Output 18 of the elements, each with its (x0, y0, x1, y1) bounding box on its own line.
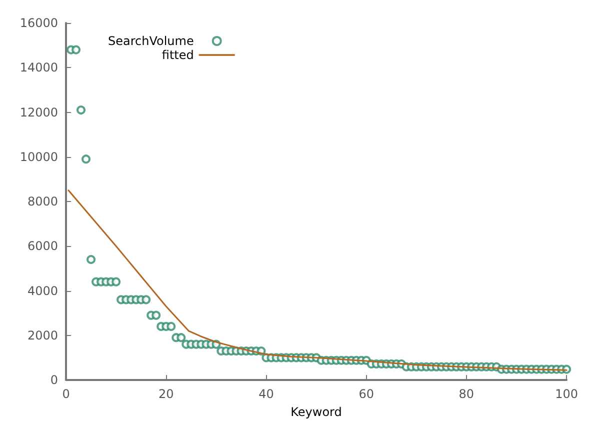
y-tick-label: 10000 (20, 150, 58, 164)
x-tick-label: 0 (62, 387, 70, 401)
legend-label: SearchVolume (108, 34, 194, 48)
y-tick-label: 8000 (27, 194, 58, 208)
y-tick-label: 2000 (27, 328, 58, 342)
x-axis-title: Keyword (290, 405, 342, 419)
x-tick-label: 100 (555, 387, 578, 401)
y-tick-label: 12000 (20, 105, 58, 120)
y-tick-label: 6000 (27, 239, 58, 254)
x-tick-label: 20 (158, 387, 174, 401)
x-tick-label: 40 (258, 387, 274, 401)
x-tick-label: 60 (358, 387, 374, 401)
y-tick-label: 0 (50, 373, 58, 387)
y-tick-label: 16000 (20, 16, 58, 30)
y-tick-label: 14000 (20, 60, 58, 75)
legend-label: fitted (162, 48, 194, 62)
y-tick-label: 4000 (27, 284, 58, 298)
x-tick-label: 80 (458, 387, 474, 401)
